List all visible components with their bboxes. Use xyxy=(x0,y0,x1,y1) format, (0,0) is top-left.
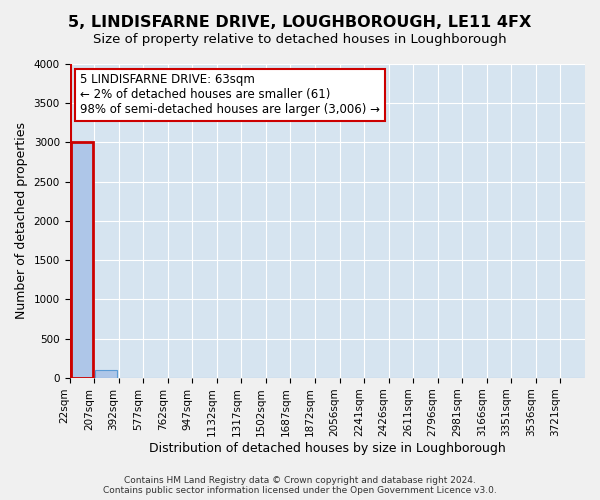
X-axis label: Distribution of detached houses by size in Loughborough: Distribution of detached houses by size … xyxy=(149,442,506,455)
Text: 5, LINDISFARNE DRIVE, LOUGHBOROUGH, LE11 4FX: 5, LINDISFARNE DRIVE, LOUGHBOROUGH, LE11… xyxy=(68,15,532,30)
Text: Contains HM Land Registry data © Crown copyright and database right 2024.
Contai: Contains HM Land Registry data © Crown c… xyxy=(103,476,497,495)
Bar xyxy=(71,142,93,378)
Y-axis label: Number of detached properties: Number of detached properties xyxy=(15,122,28,320)
Text: Size of property relative to detached houses in Loughborough: Size of property relative to detached ho… xyxy=(93,32,507,46)
Bar xyxy=(95,370,118,378)
Text: 5 LINDISFARNE DRIVE: 63sqm
← 2% of detached houses are smaller (61)
98% of semi-: 5 LINDISFARNE DRIVE: 63sqm ← 2% of detac… xyxy=(80,74,380,116)
